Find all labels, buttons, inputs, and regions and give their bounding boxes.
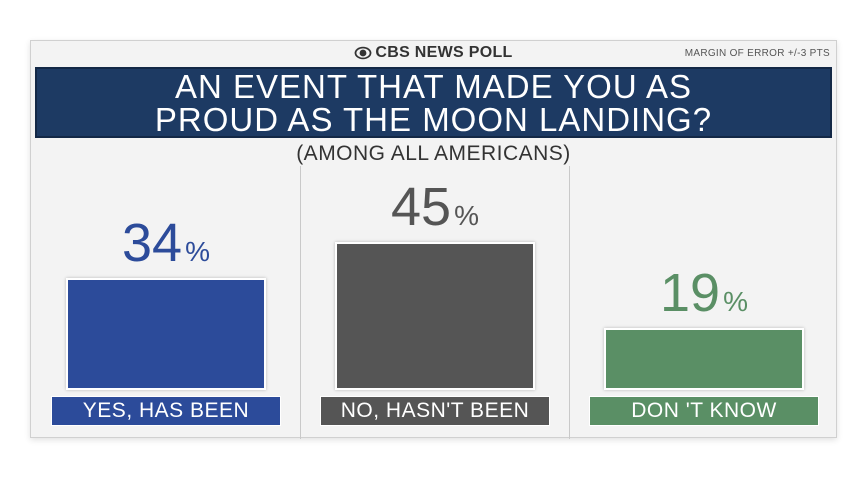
bar-no	[335, 242, 535, 390]
category-label-dont-know: DON 'T KNOW	[589, 396, 819, 426]
value-number: 34	[122, 213, 183, 273]
value-number: 19	[660, 263, 721, 323]
brand-bar: CBS NEWS POLL MARGIN OF ERROR +/-3 PTS	[31, 41, 836, 65]
poll-card: CBS NEWS POLL MARGIN OF ERROR +/-3 PTS A…	[30, 40, 837, 439]
value-percent-sign: %	[723, 286, 748, 317]
value-label-no: 45%	[335, 180, 535, 243]
bar-dont-know	[604, 328, 804, 390]
value-label-dont-know: 19%	[604, 266, 804, 329]
bar-chart-area: 34% YES, HAS BEEN 45% NO, HASN'T BEEN 19% DON…	[31, 166, 836, 439]
category-label-yes: YES, HAS BEEN	[51, 396, 281, 426]
chart-title: AN EVENT THAT MADE YOU AS PROUD AS THE M…	[35, 67, 832, 138]
category-label-no: NO, HASN'T BEEN	[320, 396, 550, 426]
value-percent-sign: %	[454, 200, 479, 231]
brand-name: CBS NEWS POLL	[375, 44, 513, 61]
value-label-yes: 34%	[66, 216, 266, 279]
panel-divider	[569, 166, 570, 439]
brand: CBS NEWS POLL	[31, 44, 836, 62]
chart-subtitle: (AMONG ALL AMERICANS)	[296, 142, 571, 165]
chart-title-line-1: AN EVENT THAT MADE YOU AS	[174, 67, 693, 105]
panel-divider	[300, 166, 301, 439]
bar-yes	[66, 278, 266, 390]
chart-title-line-2: PROUD AS THE MOON LANDING?	[154, 100, 713, 138]
margin-of-error-note: MARGIN OF ERROR +/-3 PTS	[684, 48, 830, 59]
value-percent-sign: %	[185, 236, 210, 267]
value-number: 45	[391, 177, 452, 237]
cbs-eye-logo-icon	[354, 46, 372, 60]
